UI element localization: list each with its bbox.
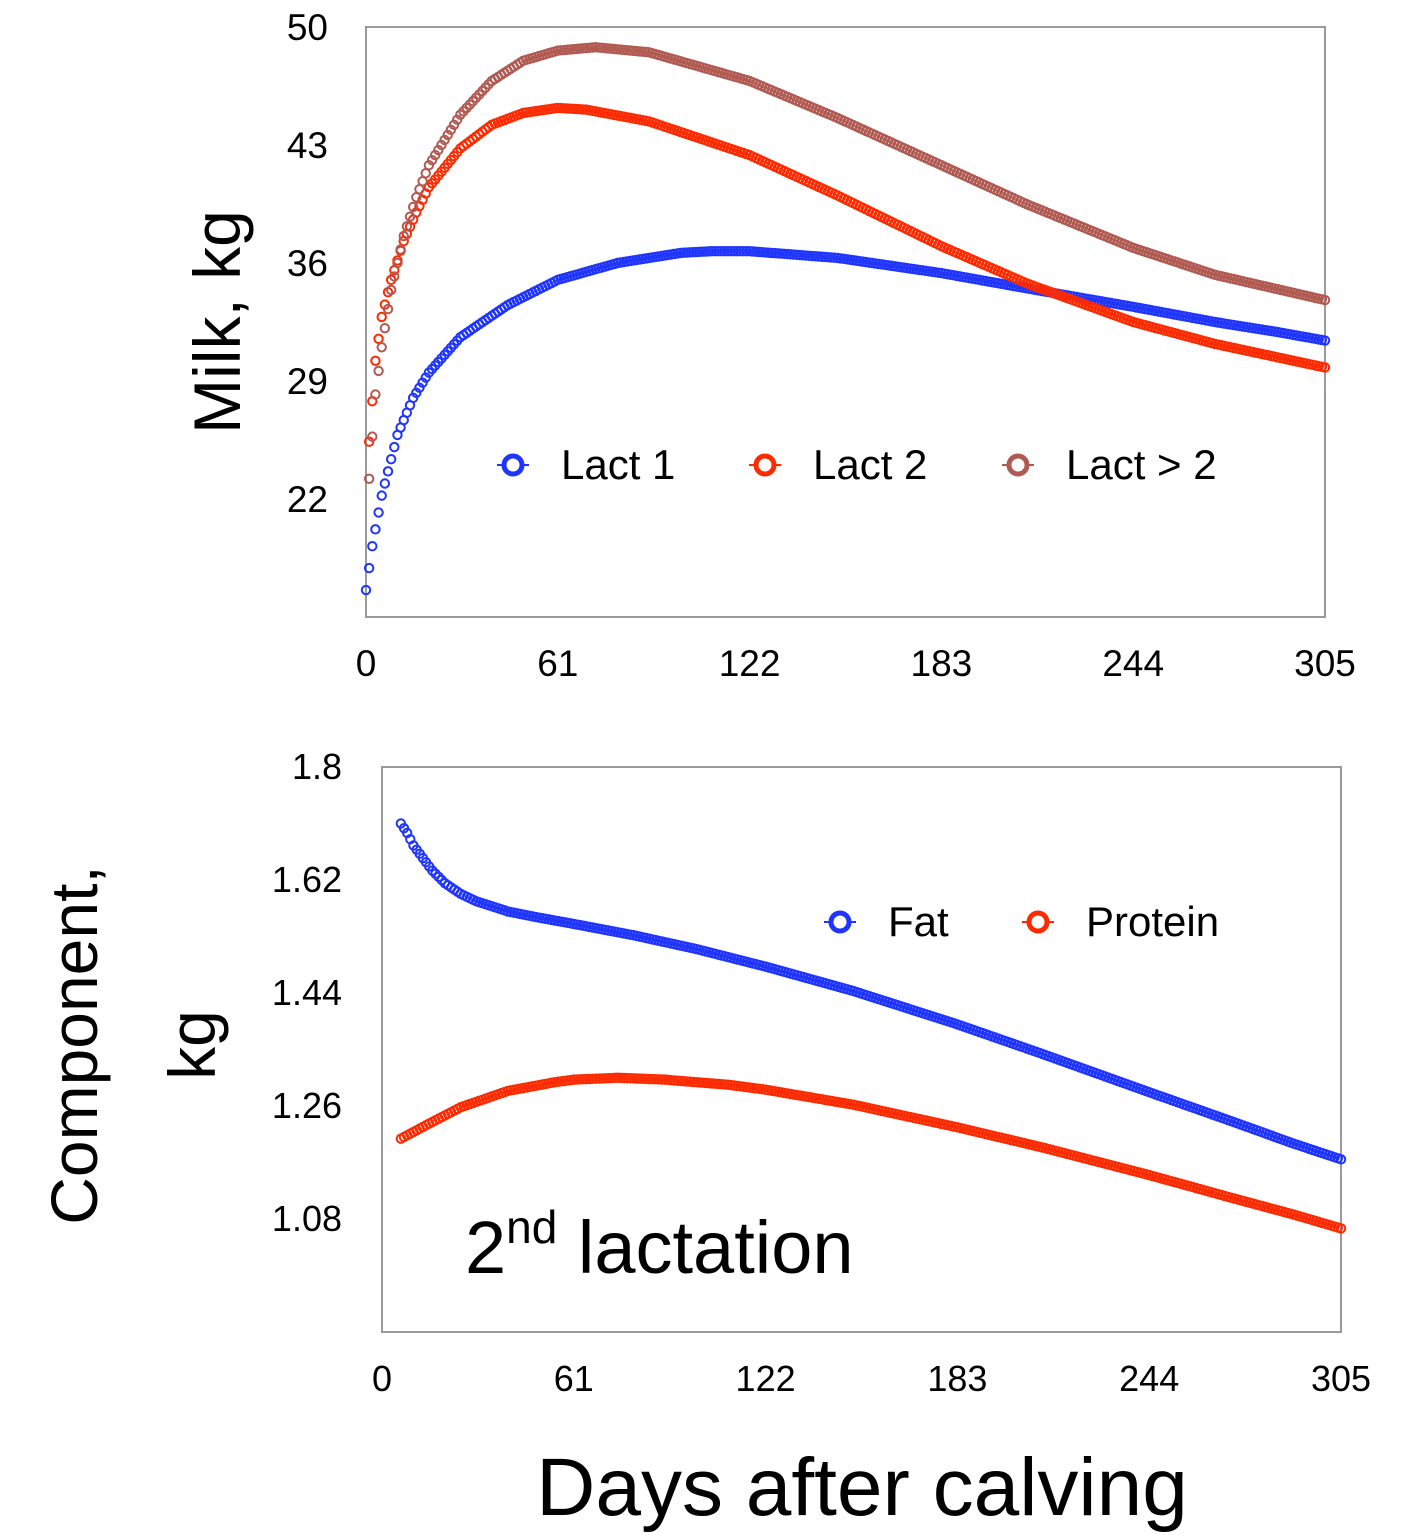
data-point: [395, 244, 406, 255]
data-point: [360, 584, 372, 596]
y-tick-label: 36: [287, 243, 328, 284]
data-point: [376, 311, 387, 323]
x-tick-label: 183: [911, 643, 973, 684]
y-tick-label: 1.8: [292, 746, 342, 787]
x-tick-label: 0: [356, 643, 377, 684]
series-fat: [395, 818, 1347, 1165]
series-protein: [395, 1072, 1347, 1234]
legend-label: Lact 1: [561, 441, 675, 488]
x-tick-label: 122: [719, 643, 781, 684]
data-point: [728, 246, 740, 257]
data-point: [719, 246, 730, 257]
data-point: [389, 271, 400, 282]
data-point: [367, 431, 378, 442]
milk-plot-area: [365, 26, 1326, 618]
component-y-axis-title-line-1: Component,: [37, 865, 111, 1225]
data-point: [385, 454, 397, 465]
legend-item: Lact 1: [497, 441, 675, 488]
data-point: [382, 466, 394, 477]
data-point: [706, 246, 718, 257]
data-point: [373, 365, 384, 377]
y-tick-label: 43: [287, 125, 328, 166]
x-tick-label: 244: [1119, 1358, 1179, 1399]
x-tick-label: 305: [1294, 643, 1356, 684]
legend-marker: [828, 910, 852, 934]
data-point: [373, 333, 384, 345]
y-tick-label: 1.26: [272, 1085, 342, 1126]
legend-item: Lact > 2: [1002, 441, 1217, 488]
component-y-axis-title-line-2: kg: [155, 1010, 229, 1080]
data-point: [367, 541, 378, 552]
legend-marker: [1026, 910, 1050, 934]
y-tick-label: 50: [287, 7, 328, 48]
data-point: [712, 246, 724, 257]
legend-item: Lact 2: [749, 441, 927, 488]
data-point: [385, 284, 397, 296]
legend-item: Protein: [1022, 898, 1219, 945]
data-point: [401, 221, 413, 232]
legend-marker: [753, 453, 777, 477]
data-point: [376, 490, 387, 501]
series-lact-2: [363, 102, 1331, 447]
x-tick-label: 61: [537, 643, 578, 684]
data-point: [379, 478, 391, 489]
lactation-annotation: 2nd lactation: [465, 1201, 854, 1289]
data-point: [370, 389, 381, 400]
data-point: [407, 201, 419, 213]
y-tick-label: 1.08: [272, 1198, 342, 1239]
y-tick-label: 22: [287, 479, 328, 520]
data-point: [379, 322, 391, 334]
y-tick-label: 1.44: [272, 972, 342, 1013]
data-point: [1319, 362, 1331, 373]
data-point: [709, 246, 721, 257]
x-tick-label: 122: [736, 1358, 796, 1399]
data-point: [370, 524, 381, 535]
component-chart: 1.08 1.26 1.44 1.62 1.8 0 61 122 183 244 305 Comp…: [37, 746, 1371, 1399]
x-tick-label: 244: [1102, 643, 1164, 684]
x-tick-label: 305: [1311, 1358, 1371, 1399]
y-tick-label: 29: [287, 361, 328, 402]
legend-label: Lact 2: [813, 441, 927, 488]
data-point: [722, 246, 733, 257]
y-tick-label: 1.62: [272, 859, 342, 900]
legend-marker: [501, 453, 525, 477]
legend-label: Protein: [1086, 898, 1219, 945]
x-axis-title: Days after calving: [536, 1442, 1188, 1533]
data-point: [741, 246, 752, 257]
legend-label: Lact > 2: [1066, 441, 1217, 488]
data-point: [370, 355, 381, 366]
x-tick-label: 0: [372, 1358, 392, 1399]
series-lact-1: [360, 246, 1331, 596]
data-point: [373, 507, 384, 518]
data-point: [363, 562, 375, 574]
data-point: [404, 211, 416, 222]
series-lact-2: [363, 42, 1331, 484]
data-point: [398, 230, 409, 242]
data-point: [1335, 1223, 1347, 1234]
data-point: [363, 473, 375, 484]
data-point: [376, 342, 387, 353]
data-point: [738, 246, 749, 257]
data-point: [731, 246, 743, 257]
milk-y-axis-title: Milk, kg: [180, 210, 254, 434]
data-point: [725, 246, 736, 257]
milk-chart: 22 29 36 43 50 0 61 122 183 244 305 Milk, kg Lact…: [180, 7, 1356, 684]
data-point: [382, 303, 394, 315]
data-point: [1335, 1154, 1347, 1165]
data-point: [389, 441, 400, 453]
component-plot-area: [381, 766, 1342, 1333]
x-tick-label: 61: [554, 1358, 594, 1399]
x-tick-label: 183: [927, 1358, 987, 1399]
data-point: [1319, 335, 1331, 346]
legend-label: Fat: [888, 898, 949, 945]
legend-item: Fat: [824, 898, 949, 945]
data-point: [734, 246, 746, 257]
legend-marker: [1006, 453, 1030, 477]
data-point: [392, 257, 403, 269]
component-y-axis-title: Component, kg: [37, 865, 229, 1225]
data-point: [716, 246, 727, 257]
data-point: [1319, 294, 1331, 306]
